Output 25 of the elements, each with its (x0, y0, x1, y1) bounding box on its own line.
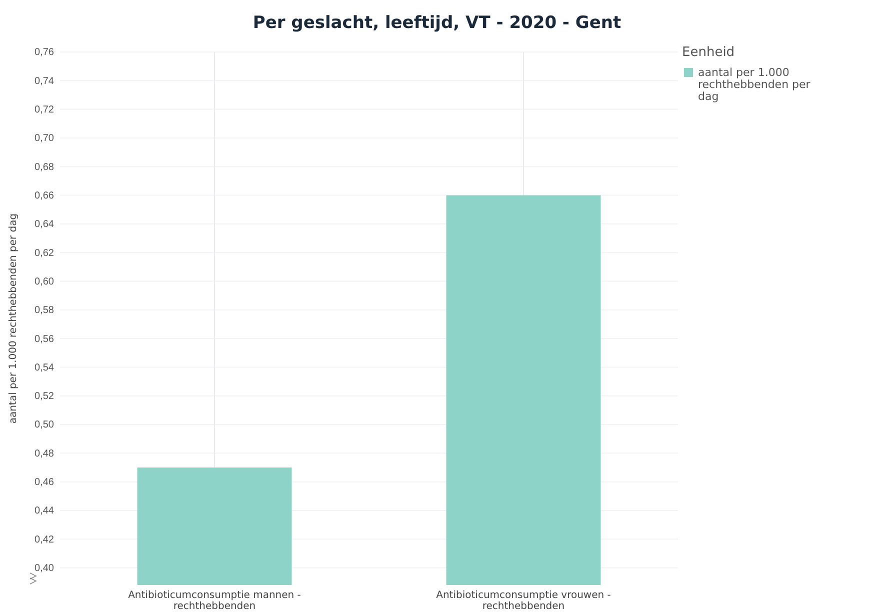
chart-title: Per geslacht, leeftijd, VT - 2020 - Gent (252, 13, 622, 33)
y-tick-label: 0,42 (34, 534, 54, 546)
y-tick-label: 0,40 (34, 563, 54, 574)
y-tick-label: 0,48 (34, 448, 54, 460)
y-tick-label: 0,44 (34, 506, 54, 517)
y-tick-label: 0,64 (34, 219, 54, 230)
y-tick-label: 0,62 (34, 248, 54, 259)
y-tick-label: 0,76 (34, 47, 54, 58)
y-tick-label: 0,74 (34, 76, 54, 87)
y-tick-label: 0,56 (34, 334, 54, 345)
y-tick-label: 0,52 (34, 391, 54, 402)
y-tick-label: 0,66 (34, 190, 54, 202)
legend-label: aantal per 1.000 rechthebbenden per dag (698, 66, 811, 103)
y-tick-label: 0,60 (34, 276, 54, 288)
y-tick-label: 0,50 (34, 420, 54, 431)
y-tick-label: 0,46 (34, 477, 54, 488)
y-axis-title: aantal per 1.000 rechthebbenden per dag (8, 213, 19, 424)
y-tick-label: 0,72 (34, 104, 54, 116)
y-tick-label: 0,68 (34, 162, 54, 173)
y-tick-label: 0,54 (34, 362, 54, 374)
y-tick-label: 0,58 (34, 305, 54, 316)
y-tick-label: 0,70 (34, 133, 54, 144)
legend-title: Eenheid (682, 45, 735, 60)
x-tick-label: Antibioticumconsumptie mannen - rechthebbenden (128, 590, 302, 612)
x-tick-label: Antibioticumconsumptie vrouwen - rechthebbenden (436, 590, 612, 612)
